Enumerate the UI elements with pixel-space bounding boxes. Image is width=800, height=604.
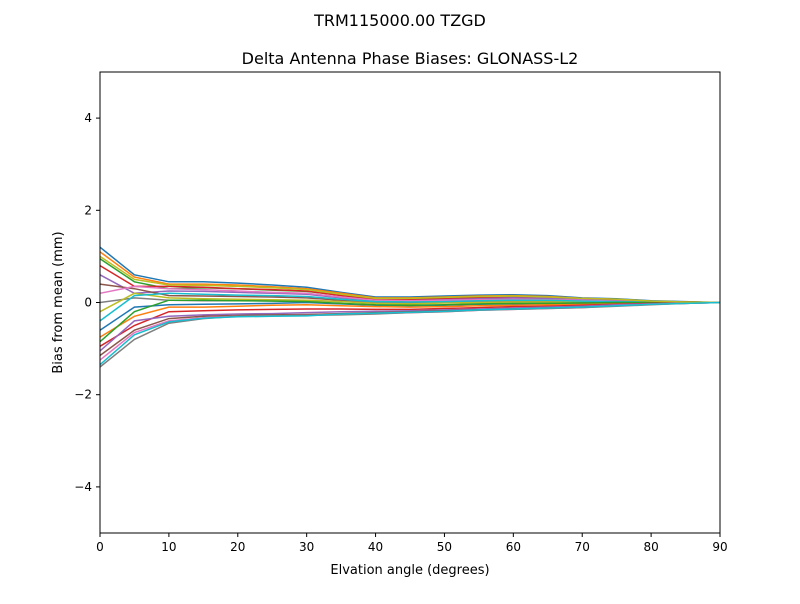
series-line-12 bbox=[99, 301, 720, 338]
x-tick-label: 10 bbox=[161, 540, 176, 554]
chart-title: Delta Antenna Phase Biases: GLONASS-L2 bbox=[242, 49, 579, 68]
x-tick-label: 0 bbox=[96, 540, 104, 554]
x-tick-label: 50 bbox=[437, 540, 452, 554]
chart-suptitle: TRM115000.00 TZGD bbox=[313, 11, 486, 30]
y-axis: −4 −2 0 2 4 bbox=[74, 111, 100, 494]
y-tick-label: −2 bbox=[74, 388, 92, 402]
x-tick-label: 90 bbox=[712, 540, 727, 554]
series-line-15 bbox=[99, 301, 721, 352]
x-axis-label: Elvation angle (degrees) bbox=[330, 563, 489, 578]
series-line-2 bbox=[99, 251, 721, 304]
series-line-14 bbox=[99, 301, 721, 347]
x-tick-label: 80 bbox=[643, 540, 658, 554]
y-tick-label: 4 bbox=[84, 111, 92, 125]
x-tick-label: 60 bbox=[506, 540, 521, 554]
y-axis-label: Bias from mean (mm) bbox=[51, 231, 66, 373]
x-axis: 0 10 20 30 40 50 60 70 80 90 bbox=[96, 533, 728, 554]
y-tick-label: 0 bbox=[84, 296, 92, 310]
y-tick-label: −4 bbox=[74, 480, 92, 494]
series-line-20 bbox=[99, 301, 721, 366]
x-tick-label: 70 bbox=[575, 540, 590, 554]
series-lines bbox=[99, 246, 721, 368]
series-line-13 bbox=[99, 299, 720, 343]
x-tick-label: 40 bbox=[368, 540, 383, 554]
series-line-19 bbox=[99, 255, 721, 304]
x-tick-label: 20 bbox=[230, 540, 245, 554]
x-tick-label: 30 bbox=[299, 540, 314, 554]
y-tick-label: 2 bbox=[84, 203, 92, 217]
series-line-10 bbox=[99, 292, 720, 322]
